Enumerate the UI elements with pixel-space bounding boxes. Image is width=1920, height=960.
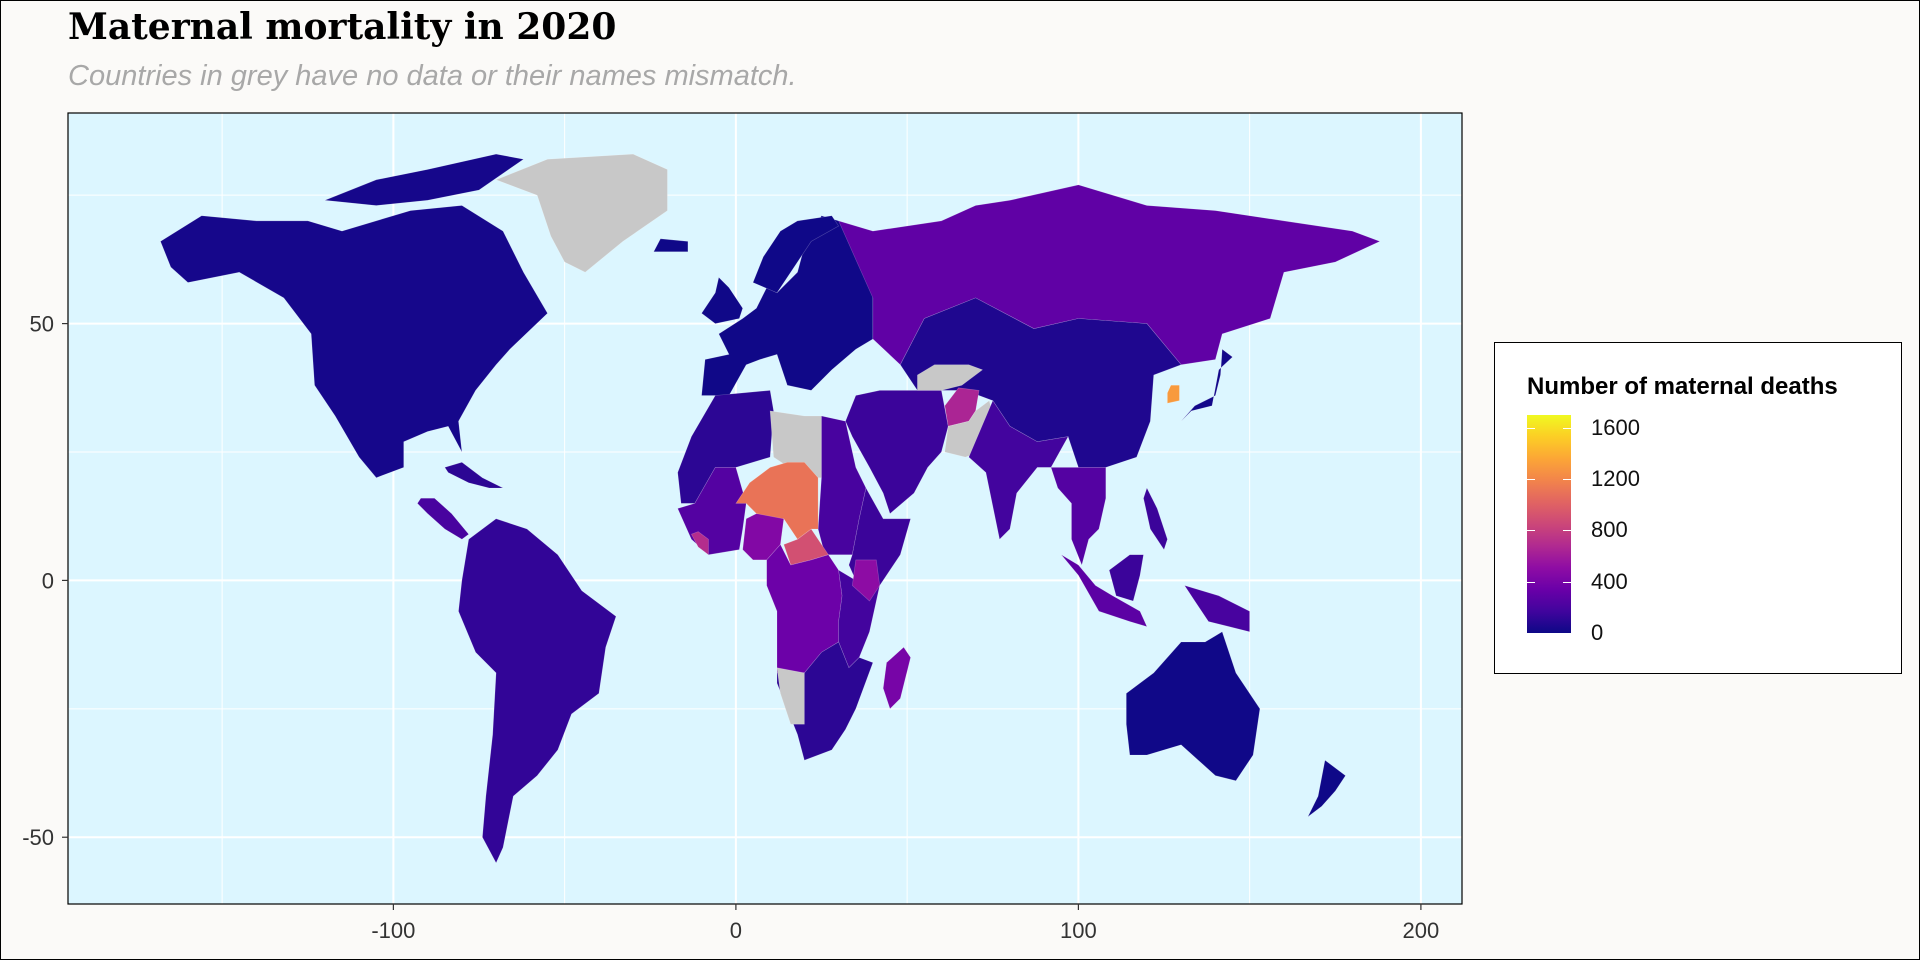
legend-tick-label: 400 [1591, 568, 1628, 594]
region-central-america [417, 497, 470, 540]
region-sierra-leone-liberia [690, 531, 709, 556]
region-kenya [851, 559, 881, 602]
region-southeast-asia [1050, 467, 1107, 566]
panel-border [67, 112, 1463, 905]
legend-tick-mark [1527, 479, 1535, 481]
region-north-america [160, 205, 548, 479]
region-korea [1167, 384, 1180, 404]
region-australia [1126, 631, 1261, 782]
x-tick-label: -100 [371, 918, 415, 943]
legend: Number of maternal deaths 1600 1200 800 400… [1494, 342, 1902, 674]
x-tick-label: 0 [730, 918, 742, 943]
legend-tick-mark [1527, 530, 1535, 532]
region-canadian-arctic-islands [324, 153, 525, 206]
legend-tick-mark [1527, 633, 1535, 634]
legend-tick-mark [1563, 581, 1571, 583]
y-tick-label: 50 [30, 312, 54, 337]
region-south-asia [968, 399, 1069, 540]
legend-tick-mark [1563, 633, 1571, 634]
axis-layer: -100 0 100 200 -50 0 50 [22, 312, 1439, 943]
region-madagascar [882, 646, 911, 710]
subtitle: Countries in grey have no data or their … [68, 60, 797, 92]
legend-color-bar [1527, 415, 1571, 633]
region-north-africa [677, 390, 774, 504]
region-japan [1180, 348, 1233, 422]
region-niger-chad [735, 461, 819, 540]
page-title: Maternal mortality in 2020 [68, 6, 617, 48]
region-central-asia-no-data [917, 364, 984, 391]
region-philippines [1143, 487, 1168, 551]
y-tick-label: -50 [22, 825, 54, 850]
region-scandinavia [752, 215, 840, 294]
y-tick-label: 0 [42, 568, 54, 593]
region-southern-africa [776, 641, 874, 761]
region-new-zealand [1307, 759, 1346, 817]
x-tick-label: 200 [1403, 918, 1440, 943]
region-new-guinea [1183, 584, 1250, 633]
legend-tick-mark [1527, 427, 1535, 429]
legend-tick-label: 1600 [1591, 414, 1640, 440]
legend-tick-mark [1563, 530, 1571, 532]
region-south-america [458, 518, 617, 864]
legend-title: Number of maternal deaths [1527, 373, 1838, 400]
region-borneo [1108, 554, 1144, 602]
country-layer [160, 153, 1381, 864]
legend-tick-label: 0 [1591, 620, 1604, 645]
region-namibia [776, 667, 805, 725]
region-greenland [495, 153, 668, 273]
legend-tick-mark [1527, 581, 1535, 583]
region-british-isles [701, 276, 744, 324]
region-caribbean [444, 461, 504, 489]
legend-tick-label: 1200 [1591, 466, 1640, 492]
legend-tick-label: 800 [1591, 517, 1628, 543]
region-indonesia [1061, 554, 1148, 628]
region-iceland [653, 238, 689, 252]
x-tick-label: 100 [1060, 918, 1097, 943]
legend-tick-mark [1563, 479, 1571, 481]
legend-tick-mark [1563, 427, 1571, 429]
